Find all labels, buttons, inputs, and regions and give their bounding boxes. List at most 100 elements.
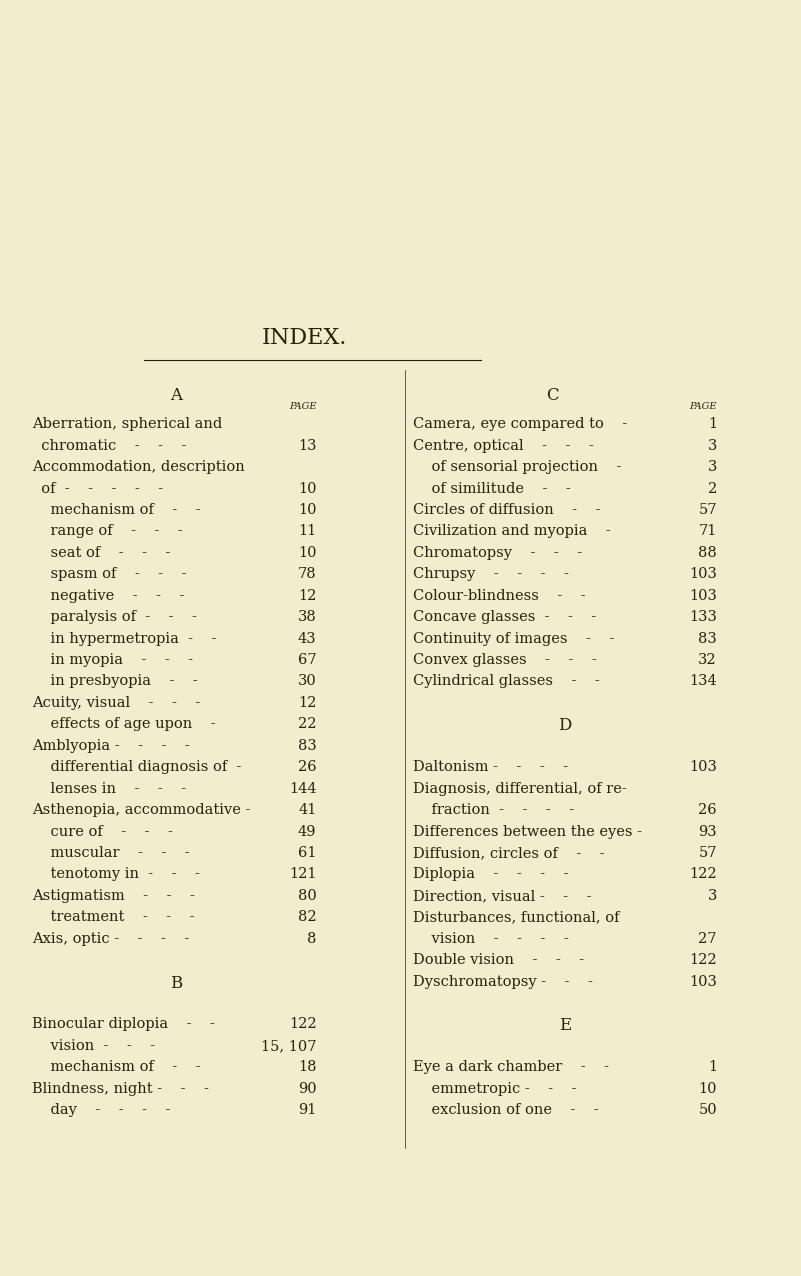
Text: 30: 30 <box>298 675 316 689</box>
Text: 93: 93 <box>698 824 717 838</box>
Text: 57: 57 <box>698 503 717 517</box>
Text: INDEX.: INDEX. <box>262 327 347 350</box>
Text: Direction, visual -    -    -: Direction, visual - - - <box>413 889 591 903</box>
Text: 3: 3 <box>707 461 717 475</box>
Text: muscular    -    -    -: muscular - - - <box>32 846 190 860</box>
Text: 67: 67 <box>298 653 316 667</box>
Text: Circles of diffusion    -    -: Circles of diffusion - - <box>413 503 600 517</box>
Text: 80: 80 <box>298 889 316 903</box>
Text: Centre, optical    -    -    -: Centre, optical - - - <box>413 439 594 453</box>
Text: day    -    -    -    -: day - - - - <box>32 1104 171 1118</box>
Text: 71: 71 <box>698 524 717 538</box>
Text: Chrupsy    -    -    -    -: Chrupsy - - - - <box>413 568 569 582</box>
Text: 122: 122 <box>690 868 717 882</box>
Text: lenses in    -    -    -: lenses in - - - <box>32 782 186 796</box>
Text: chromatic    -    -    -: chromatic - - - <box>32 439 187 453</box>
Text: 49: 49 <box>298 824 316 838</box>
Text: 134: 134 <box>689 675 717 689</box>
Text: 57: 57 <box>698 846 717 860</box>
Text: in myopia    -    -    -: in myopia - - - <box>32 653 193 667</box>
Text: 11: 11 <box>298 524 316 538</box>
Text: 82: 82 <box>298 910 316 924</box>
Text: 91: 91 <box>298 1104 316 1118</box>
Text: vision  -    -    -: vision - - - <box>32 1039 155 1053</box>
Text: Axis, optic -    -    -    -: Axis, optic - - - - <box>32 931 189 946</box>
Text: 8: 8 <box>307 931 316 946</box>
Text: 15, 107: 15, 107 <box>261 1039 316 1053</box>
Text: 133: 133 <box>689 610 717 624</box>
Text: 50: 50 <box>698 1104 717 1118</box>
Text: in hypermetropia  -    -: in hypermetropia - - <box>32 632 216 646</box>
Text: Chromatopsy    -    -    -: Chromatopsy - - - <box>413 546 582 560</box>
Text: Daltonism -    -    -    -: Daltonism - - - - <box>413 760 568 775</box>
Text: A: A <box>171 387 182 403</box>
Text: Aberration, spherical and: Aberration, spherical and <box>32 417 223 431</box>
Text: 1: 1 <box>708 1060 717 1074</box>
Text: Convex glasses    -    -    -: Convex glasses - - - <box>413 653 596 667</box>
Text: 88: 88 <box>698 546 717 560</box>
Text: 2: 2 <box>707 481 717 495</box>
Text: 103: 103 <box>689 568 717 582</box>
Text: 18: 18 <box>298 1060 316 1074</box>
Text: Diffusion, circles of    -    -: Diffusion, circles of - - <box>413 846 604 860</box>
Text: emmetropic -    -    -: emmetropic - - - <box>413 1082 576 1096</box>
Text: vision    -    -    -    -: vision - - - - <box>413 931 568 946</box>
Text: Differences between the eyes -: Differences between the eyes - <box>413 824 642 838</box>
Text: Eye a dark chamber    -    -: Eye a dark chamber - - <box>413 1060 609 1074</box>
Text: Civilization and myopia    -: Civilization and myopia - <box>413 524 610 538</box>
Text: 3: 3 <box>707 439 717 453</box>
Text: mechanism of    -    -: mechanism of - - <box>32 503 201 517</box>
Text: Accommodation, description: Accommodation, description <box>32 461 245 475</box>
Text: 121: 121 <box>289 868 316 882</box>
Text: 103: 103 <box>689 975 717 989</box>
Text: Asthenopia, accommodative -: Asthenopia, accommodative - <box>32 803 251 817</box>
Text: fraction  -    -    -    -: fraction - - - - <box>413 803 574 817</box>
Text: in presbyopia    -    -: in presbyopia - - <box>32 675 198 689</box>
Text: 13: 13 <box>298 439 316 453</box>
Text: 61: 61 <box>298 846 316 860</box>
Text: 103: 103 <box>689 588 717 602</box>
Text: Amblyopia -    -    -    -: Amblyopia - - - - <box>32 739 190 753</box>
Text: 43: 43 <box>298 632 316 646</box>
Text: Binocular diplopia    -    -: Binocular diplopia - - <box>32 1017 215 1031</box>
Text: 1: 1 <box>708 417 717 431</box>
Text: of similitude    -    -: of similitude - - <box>413 481 570 495</box>
Text: Astigmatism    -    -    -: Astigmatism - - - <box>32 889 195 903</box>
Text: 26: 26 <box>298 760 316 775</box>
Text: 41: 41 <box>298 803 316 817</box>
Text: 22: 22 <box>298 717 316 731</box>
Text: 122: 122 <box>690 953 717 967</box>
Text: Dyschromatopsy -    -    -: Dyschromatopsy - - - <box>413 975 593 989</box>
Text: of sensorial projection    -: of sensorial projection - <box>413 461 621 475</box>
Text: Cylindrical glasses    -    -: Cylindrical glasses - - <box>413 675 599 689</box>
Text: Diagnosis, differential, of re-: Diagnosis, differential, of re- <box>413 782 626 796</box>
Text: 144: 144 <box>289 782 316 796</box>
Text: C: C <box>546 387 559 403</box>
Text: paralysis of  -    -    -: paralysis of - - - <box>32 610 197 624</box>
Text: negative    -    -    -: negative - - - <box>32 588 184 602</box>
Text: Double vision    -    -    -: Double vision - - - <box>413 953 584 967</box>
Text: treatment    -    -    -: treatment - - - <box>32 910 195 924</box>
Text: tenotomy in  -    -    -: tenotomy in - - - <box>32 868 200 882</box>
Text: 122: 122 <box>289 1017 316 1031</box>
Text: 103: 103 <box>689 760 717 775</box>
Text: exclusion of one    -    -: exclusion of one - - <box>413 1104 598 1118</box>
Text: PAGE: PAGE <box>289 402 316 411</box>
Text: 78: 78 <box>298 568 316 582</box>
Text: B: B <box>170 975 183 991</box>
Text: D: D <box>558 717 571 735</box>
Text: 10: 10 <box>298 546 316 560</box>
Text: Disturbances, functional, of: Disturbances, functional, of <box>413 910 619 924</box>
Text: 10: 10 <box>698 1082 717 1096</box>
Text: 3: 3 <box>707 889 717 903</box>
Text: 90: 90 <box>298 1082 316 1096</box>
Text: 83: 83 <box>698 632 717 646</box>
Text: spasm of    -    -    -: spasm of - - - <box>32 568 187 582</box>
Text: mechanism of    -    -: mechanism of - - <box>32 1060 201 1074</box>
Text: 10: 10 <box>298 503 316 517</box>
Text: 32: 32 <box>698 653 717 667</box>
Text: Concave glasses  -    -    -: Concave glasses - - - <box>413 610 596 624</box>
Text: of  -    -    -    -    -: of - - - - - <box>32 481 163 495</box>
Text: 26: 26 <box>698 803 717 817</box>
Text: range of    -    -    -: range of - - - <box>32 524 183 538</box>
